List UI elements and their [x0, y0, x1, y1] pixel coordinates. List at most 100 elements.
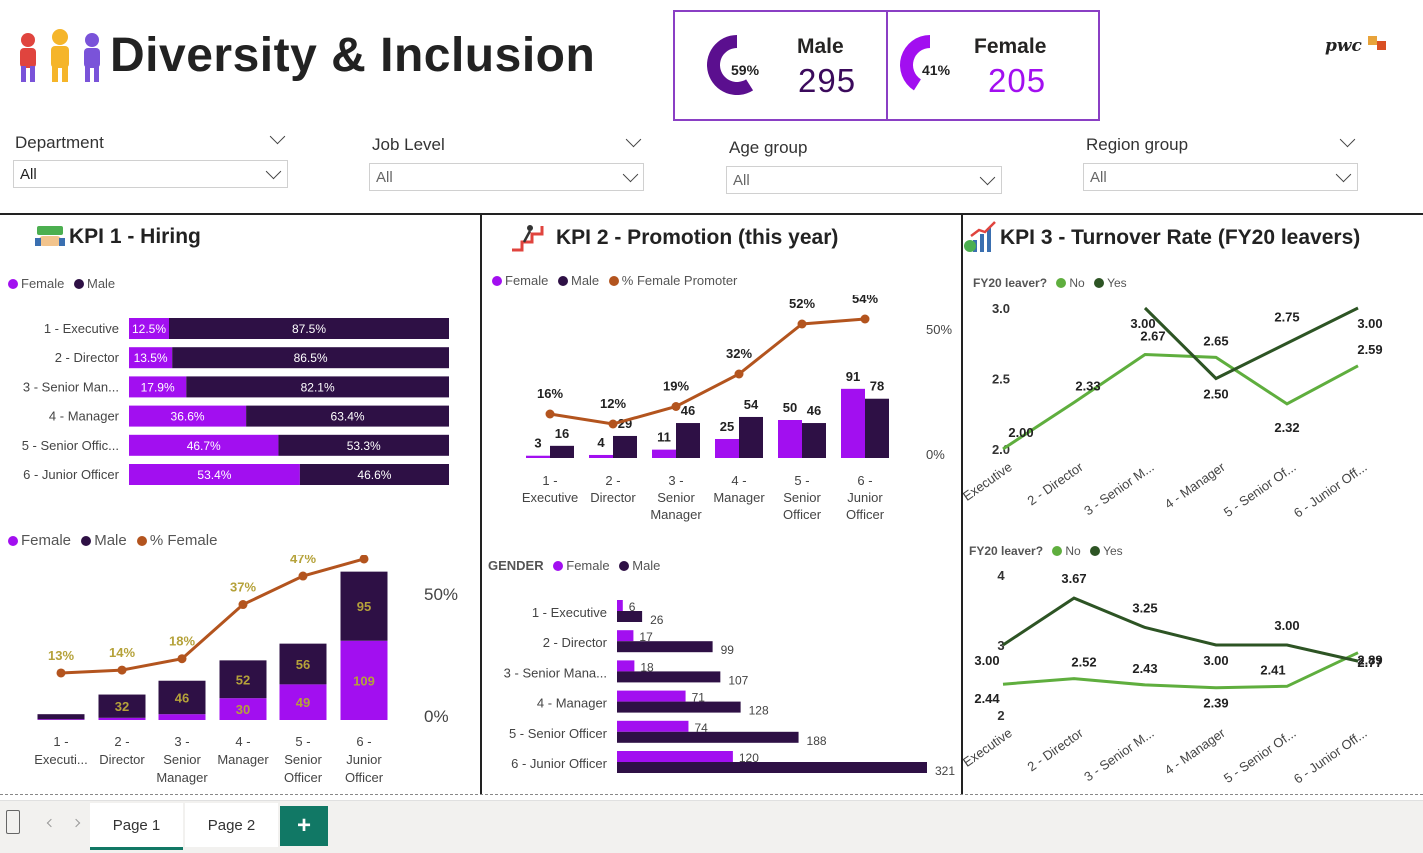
- legend-swatch: [1094, 278, 1105, 288]
- male-donut: [707, 35, 754, 95]
- bar-male: [617, 701, 741, 713]
- category-label: Manager: [156, 770, 208, 785]
- category-label: Officer: [284, 770, 323, 785]
- bar-segment: [129, 464, 300, 485]
- panel-divider: [961, 214, 963, 794]
- panel-divider: [0, 213, 1423, 215]
- bar-female: [98, 717, 146, 720]
- tab-page-2[interactable]: Page 2: [185, 803, 278, 847]
- data-label: 13.5%: [134, 351, 168, 365]
- category-label: 3 - Senior M...: [1081, 459, 1156, 518]
- line-point: [545, 409, 555, 419]
- data-label: 52: [236, 672, 250, 687]
- tab-page-1[interactable]: Page 1: [90, 803, 183, 850]
- slicer-dropdown[interactable]: All: [726, 166, 1002, 194]
- data-label: 2.32: [1274, 420, 1299, 435]
- category-label: 5 -: [794, 473, 809, 488]
- data-label: 2.89: [1357, 653, 1382, 668]
- series-line: [1143, 306, 1359, 381]
- slicer-dropdown[interactable]: All: [369, 163, 644, 191]
- data-label: 11: [657, 430, 671, 445]
- category-label: 1 -: [53, 734, 68, 749]
- slicer-dropdown[interactable]: All: [13, 160, 288, 188]
- bar-female: [589, 454, 613, 458]
- bar-male: [158, 680, 206, 715]
- data-label: 3.67: [1061, 571, 1086, 586]
- slicer-title: Age group: [729, 138, 808, 157]
- y-tick-label: 2: [997, 708, 1004, 723]
- chevron-down-icon[interactable]: [625, 131, 642, 148]
- line-point: [860, 314, 870, 324]
- kpi3-title: KPI 3 - Turnover Rate (FY20 leavers): [1000, 226, 1361, 249]
- data-label: 2.41: [1260, 662, 1285, 677]
- category-label: 5 -: [295, 734, 310, 749]
- bar-male: [279, 643, 327, 685]
- bar-male: [617, 611, 643, 622]
- category-label: Junior: [346, 752, 382, 767]
- category-label: 5 - Senior Officer: [509, 726, 608, 741]
- slicer-title: Department: [15, 133, 104, 152]
- legend-swatch: [8, 279, 18, 289]
- data-label: 46: [681, 403, 695, 418]
- legend-swatch: [608, 276, 619, 286]
- category-label: 2 -: [114, 734, 129, 749]
- category-label: 6 - Junior Officer: [511, 756, 608, 771]
- data-label: 2.67: [1140, 329, 1165, 344]
- add-page-button[interactable]: +: [280, 806, 328, 846]
- legend-label: Female: [21, 276, 65, 291]
- category-label: Senior: [284, 752, 322, 767]
- data-label: 4: [597, 435, 605, 450]
- bar-segment: [129, 318, 169, 339]
- hiring-count-chart: 1 - Executi... 32 2 - Director 46 3 - Senior Man…: [34, 555, 458, 785]
- slicer-title: Job Level: [372, 135, 445, 154]
- category-label: 1 - Executive: [963, 459, 1015, 514]
- data-label: 16%: [537, 386, 563, 401]
- people-icon: [20, 29, 100, 82]
- gender-legend: GENDER Female Male: [488, 558, 666, 573]
- legend-swatch: [73, 279, 84, 289]
- data-label: 26: [650, 613, 664, 627]
- chevron-down-icon[interactable]: [1339, 131, 1356, 148]
- bar-segment: [129, 376, 187, 398]
- data-label: 71: [692, 691, 706, 705]
- data-label: 6: [629, 600, 636, 614]
- data-label: 95: [357, 599, 371, 614]
- y2-tick-label: 50%: [926, 322, 952, 337]
- category-label: 2 - Director: [1024, 725, 1086, 775]
- data-label: 54: [744, 397, 759, 412]
- data-label: 74: [694, 721, 708, 735]
- data-label: 86.5%: [294, 351, 328, 365]
- legend-swatch: [81, 536, 92, 546]
- category-label: Junior: [847, 490, 883, 505]
- female-label: Female: [974, 35, 1047, 58]
- category-label: Director: [590, 490, 636, 505]
- y-tick-label: 2.5: [992, 372, 1010, 387]
- mobile-layout-icon[interactable]: [6, 810, 20, 834]
- slicer-dropdown[interactable]: All: [1083, 163, 1358, 191]
- promotion-legend: Female Male % Female Promoter: [492, 273, 743, 288]
- category-label: 2 - Director: [543, 635, 608, 650]
- data-label: 46: [807, 403, 821, 418]
- category-label: 2 - Director: [1024, 459, 1086, 509]
- data-label: 2.77: [1357, 655, 1382, 670]
- male-label: Male: [797, 35, 844, 58]
- legend-swatch: [8, 536, 18, 546]
- category-label: 6 - Junior Off...: [1291, 725, 1370, 786]
- category-label: Manager: [217, 752, 269, 767]
- legend-label: Male: [632, 558, 661, 573]
- hiring-pct-legend: Female Male: [8, 276, 121, 291]
- bar-female: [340, 640, 388, 720]
- category-label: 3 -: [174, 734, 189, 749]
- gender-headcount-chart: 1 - Executive 6 26 2 - Director 17 99 3 - Seni…: [504, 600, 955, 778]
- legend-swatch: [1090, 546, 1101, 556]
- data-label: 87.5%: [292, 322, 326, 336]
- male-value: 295: [798, 62, 857, 99]
- category-label: Manager: [713, 490, 765, 505]
- bar-female: [617, 630, 634, 642]
- turnover-chart-1: 3.0 2.5 2.0 2.00 2.33 2.67 2.65 2.32 2.59 3.00 2.5…: [963, 301, 1383, 521]
- category-label: Executive: [522, 490, 578, 505]
- category-label: Officer: [846, 507, 885, 522]
- legend-label: Male: [86, 276, 116, 291]
- data-label: 12%: [600, 396, 626, 411]
- chevron-down-icon[interactable]: [269, 128, 286, 145]
